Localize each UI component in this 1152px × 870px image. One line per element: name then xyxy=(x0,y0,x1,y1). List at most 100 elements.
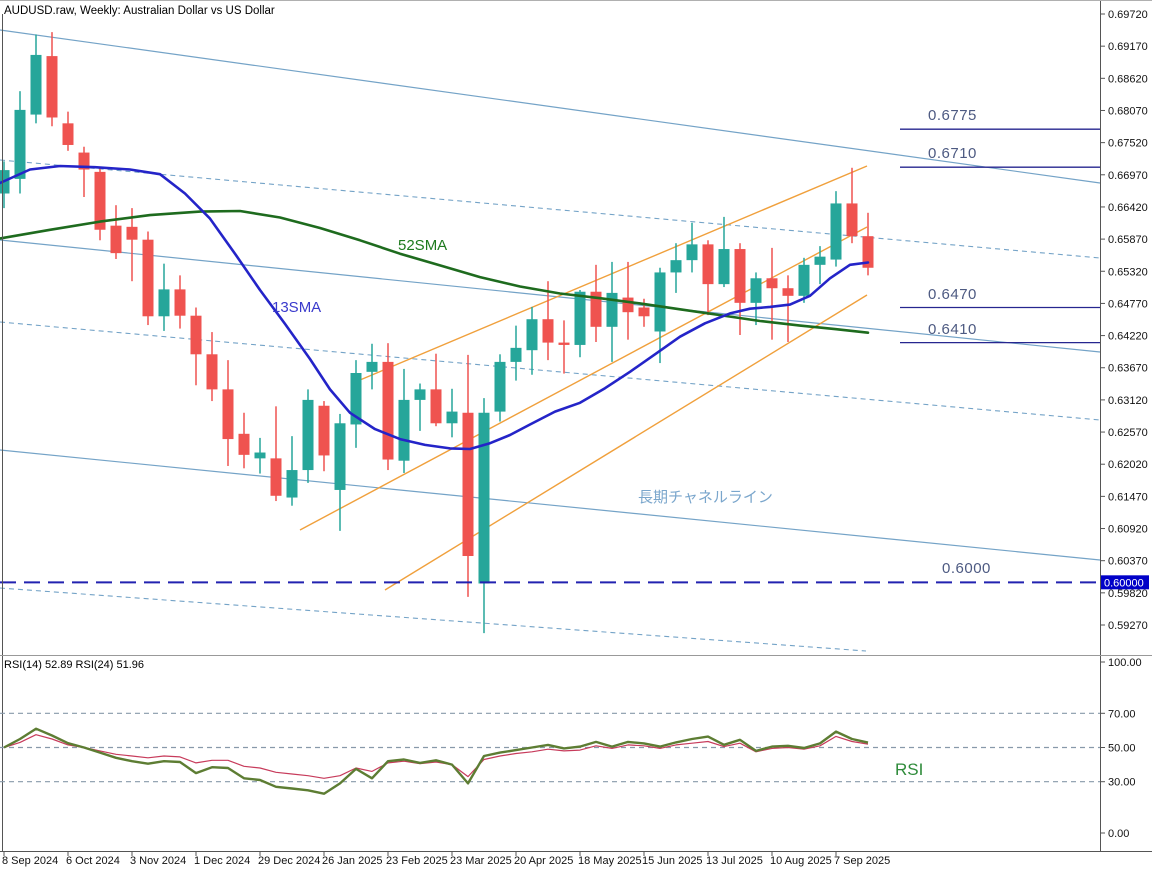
rsi-axis-label: 100.00 xyxy=(1108,657,1142,669)
candle-body xyxy=(398,399,410,461)
candle-body xyxy=(382,361,394,460)
rsi-indicator-header: RSI(14) 52.89 RSI(24) 51.96 xyxy=(4,659,145,671)
time-axis-label: 7 Sep 2025 xyxy=(834,855,890,867)
time-axis-label: 29 Dec 2024 xyxy=(258,855,320,867)
candle-body xyxy=(766,278,778,289)
price-axis-label: 0.69720 xyxy=(1108,9,1148,21)
candle-body xyxy=(430,389,442,424)
candle-body xyxy=(318,405,330,456)
price-axis-label: 0.59820 xyxy=(1108,588,1148,600)
sma13-annotation: 13SMA xyxy=(272,299,322,316)
candle-body xyxy=(190,315,202,355)
candle-body xyxy=(590,291,602,327)
candle-body xyxy=(206,354,218,390)
sma13-line xyxy=(0,164,870,451)
price-axis-label: 0.60370 xyxy=(1108,556,1148,568)
price-axis-label: 0.61470 xyxy=(1108,491,1148,503)
chart-title: AUDUSD.raw, Weekly: Australian Dollar vs… xyxy=(4,5,275,17)
price-axis-label: 0.67520 xyxy=(1108,138,1148,150)
price-axis-label: 0.63670 xyxy=(1108,363,1148,375)
candle-body xyxy=(270,458,282,496)
price-axis-label: 0.66970 xyxy=(1108,170,1148,182)
candle-body xyxy=(670,260,682,273)
candle-body xyxy=(686,244,698,261)
candle-body xyxy=(238,433,250,455)
price-axis-label: 0.62570 xyxy=(1108,427,1148,439)
candle-body xyxy=(606,292,618,327)
price-axis-label: 0.65320 xyxy=(1108,266,1148,278)
time-axis-label: 1 Dec 2024 xyxy=(194,855,250,867)
rsi-axis-label: 30.00 xyxy=(1108,777,1136,789)
candle-body xyxy=(830,203,842,260)
rsi24-line xyxy=(3,734,869,779)
sma52-annotation: 52SMA xyxy=(398,237,448,254)
time-axis-label: 10 Aug 2025 xyxy=(770,855,832,867)
channel-line-blue-dashed xyxy=(0,321,1101,421)
candle-body xyxy=(30,54,42,115)
rsi-axis-label: 70.00 xyxy=(1108,708,1136,720)
time-axis-label: 20 Apr 2025 xyxy=(514,855,573,867)
price-axis-label: 0.64220 xyxy=(1108,331,1148,343)
candle-body xyxy=(46,56,58,118)
price-axis-label: 0.63120 xyxy=(1108,395,1148,407)
candle-body xyxy=(446,411,458,424)
price-axis-label: 0.60920 xyxy=(1108,524,1148,536)
candle-body xyxy=(622,297,634,313)
time-axis-label: 15 Jun 2025 xyxy=(642,855,703,867)
rsi-axis-label: 50.00 xyxy=(1108,743,1136,755)
channel-line-orange xyxy=(359,165,868,381)
candle-body xyxy=(158,289,170,317)
price-axis-label: 0.65870 xyxy=(1108,234,1148,246)
price-axis-label: 0.62020 xyxy=(1108,459,1148,471)
channel-line-blue-dashed xyxy=(0,587,867,652)
candle-body xyxy=(526,319,538,351)
rsi-axis-label: 0.00 xyxy=(1108,828,1129,840)
price-axis-label: 0.69170 xyxy=(1108,41,1148,53)
candle-body xyxy=(478,412,490,584)
candle-body xyxy=(510,347,522,362)
price-axis-label: 0.59270 xyxy=(1108,620,1148,632)
candle-body xyxy=(14,109,26,179)
level-label-0-6775: 0.6775 xyxy=(928,107,977,125)
candle-body xyxy=(798,264,810,296)
price-axis-label: 0.66420 xyxy=(1108,202,1148,214)
price-axis-label: 0.68620 xyxy=(1108,73,1148,85)
rsi14-line xyxy=(3,727,869,795)
candle-body xyxy=(654,272,666,332)
candle-body xyxy=(702,244,714,285)
time-axis-label: 3 Nov 2024 xyxy=(130,855,186,867)
candle-body xyxy=(94,171,106,230)
candle-body xyxy=(638,307,650,317)
candle-body xyxy=(126,226,138,240)
price-axis-label: 0.64770 xyxy=(1108,298,1148,310)
candle-body xyxy=(222,389,234,440)
candle-body xyxy=(494,361,506,412)
candle-body xyxy=(110,225,122,254)
time-axis-label: 23 Feb 2025 xyxy=(386,855,448,867)
channel-line-blue xyxy=(0,239,1101,353)
channel-line-blue-dashed xyxy=(0,159,1101,259)
candle-body xyxy=(814,256,826,265)
channel-line-blue xyxy=(0,29,1101,184)
candle-body xyxy=(334,423,346,490)
candle-body xyxy=(862,236,874,268)
candle-body xyxy=(254,452,266,459)
candle-body xyxy=(462,412,474,557)
price-axis-label: 0.68070 xyxy=(1108,105,1148,117)
time-axis-label: 8 Sep 2024 xyxy=(2,855,58,867)
candle-body xyxy=(142,239,154,317)
sma52-line xyxy=(0,209,870,335)
candle-body xyxy=(846,203,858,237)
channel-line-blue xyxy=(0,449,1101,561)
time-axis-label: 18 May 2025 xyxy=(578,855,642,867)
candle-body xyxy=(286,470,298,498)
candle-body xyxy=(302,399,314,471)
level-label-0-6710: 0.6710 xyxy=(928,145,977,163)
level-label-0-6470: 0.6470 xyxy=(928,285,977,303)
level-label-0-6410: 0.6410 xyxy=(928,320,977,338)
candle-body xyxy=(414,389,426,400)
candle-body xyxy=(734,249,746,303)
candle-body xyxy=(78,152,90,170)
